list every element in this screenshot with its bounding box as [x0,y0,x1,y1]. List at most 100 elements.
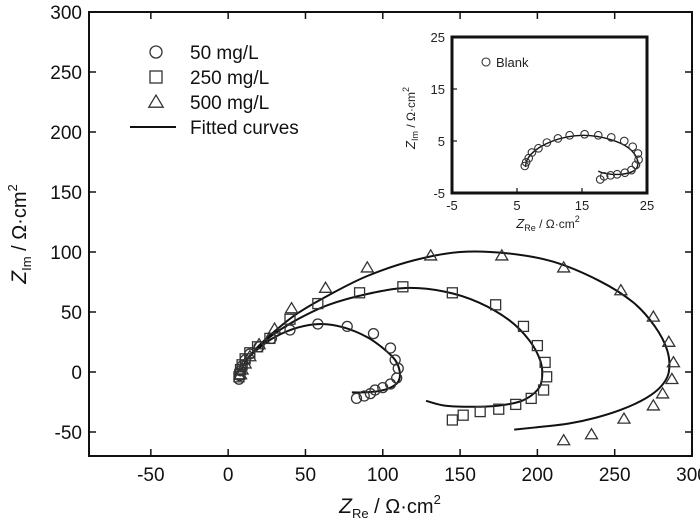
inset-data-point-circle [595,175,605,184]
y-axis-label-unit: / Ω·cm [9,192,31,257]
data-point-square [493,403,505,415]
data-point-triangle [556,260,571,273]
data-point-square [531,339,544,352]
data-point-triangle [664,372,680,385]
data-point-circle [377,381,389,394]
data-point-square [312,297,324,310]
plot-frame [88,11,693,457]
y-axis-label: ZIm / Ω·cm2 [5,184,34,284]
inset-y-label-power: 2 [401,87,411,92]
inset-legend-marker [481,57,491,67]
y-tick-label: 200 [50,123,82,144]
y-tick-label: 0 [71,363,82,384]
data-point-square [510,398,522,411]
inset-y-axis-label: ZIm / Ω·cm2 [401,87,420,150]
inset-data-point-circle [628,142,638,152]
inset-y-tick-label: -5 [433,186,445,201]
inset-y-label-unit: / Ω·cm [404,92,418,131]
inset-x-tick-label: 5 [513,198,520,213]
legend: 50 mg/L 250 mg/L 500 mg/L Fitted curves [130,43,299,139]
x-axis-label-symbol: Z [338,495,353,518]
inset-data-point-circle [633,149,643,158]
data-point-square [525,392,537,405]
x-axis-label: ZRe / Ω·cm2 [338,492,441,521]
inset-data-point-circle [612,169,622,179]
inset-data-point-circle [542,138,552,147]
x-tick-label: -50 [137,465,164,486]
fitted-curve-3 [239,250,671,431]
inset-data-point-circle [520,161,530,171]
data-point-square [397,281,409,293]
data-point-triangle [360,260,375,273]
y-tick-label: 300 [50,3,82,24]
y-tick-label: -50 [55,423,82,444]
data-point-square [537,384,550,396]
data-point-triangle [234,362,250,375]
inset-x-axis-label: ZRe / Ω·cm2 [515,214,579,233]
y-axis-label-symbol: Z [8,270,31,285]
inset-y-label-subscript: Im [410,131,420,141]
legend-marker-triangle [147,93,165,108]
inset-data-point-circle [553,134,563,143]
data-point-triangle [655,386,670,399]
data-point-triangle [646,309,661,322]
data-point-square [474,405,486,418]
data-point-circle [358,390,370,402]
data-point-triangle [661,334,676,347]
data-point-square [236,359,248,371]
data-point-square [446,414,458,426]
x-tick-label: 50 [295,465,316,486]
data-point-square [457,409,469,421]
x-tick-label: 150 [444,465,476,486]
inset-data-point-circle [580,129,589,139]
y-tick-label: 50 [61,303,82,324]
data-point-triangle [238,356,253,369]
inset-data-point-circle [593,130,603,140]
data-point-triangle [556,433,571,446]
data-point-triangle [666,355,681,368]
inset-y-tick-label: 5 [438,134,445,149]
data-point-circle [367,327,380,340]
legend-label: 250 mg/L [190,68,269,89]
data-point-triangle [423,248,438,261]
y-tick-label: 100 [50,243,82,264]
inset-data-point-circle [631,160,641,170]
legend-marker-square [149,70,163,84]
data-point-circle [391,372,403,384]
inset-data-point-circle [606,170,615,180]
inset-x-label-unit: / Ω·cm [536,217,575,231]
data-point-square [517,320,530,333]
inset-x-label-subscript: Re [524,223,536,233]
data-point-circle [312,318,324,330]
x-axis-label-unit: / Ω·cm [369,496,434,518]
x-axis-label-subscript: Re [352,506,369,521]
data-point-square [541,371,553,383]
data-point-circle [384,342,397,354]
data-point-circle [364,387,377,400]
inset-data-point-circle [619,136,629,146]
y-axis-label-power: 2 [5,184,20,191]
data-point-square [539,356,551,369]
fitted-curve-1 [239,322,401,394]
inset-data-point-circle [534,143,543,153]
legend-label: 500 mg/L [190,93,269,114]
inset-x-tick-label: 15 [575,198,589,213]
x-tick-label: 0 [223,465,234,486]
data-point-triangle [646,398,661,411]
inset-data-point-circle [634,155,643,165]
data-point-triangle [318,280,333,293]
legend-marker-circle [149,45,163,59]
inset-x-tick-label: -5 [446,198,458,213]
data-point-triangle [242,349,257,362]
data-point-triangle [284,301,299,314]
inset-data-point-circle [565,130,575,140]
data-point-triangle [584,427,599,440]
inset-y-label-symbol: Z [403,140,418,150]
data-point-triangle [251,337,267,350]
data-point-circle [284,324,296,336]
data-point-circle [350,392,363,405]
fitted-curve-2 [239,286,544,408]
x-tick-label: 300 [676,465,700,486]
